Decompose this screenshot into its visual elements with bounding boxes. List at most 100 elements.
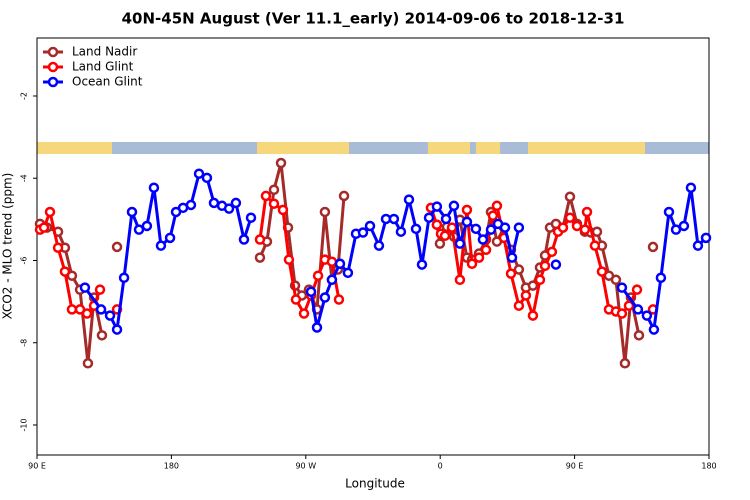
data-point xyxy=(193,168,205,179)
data-point xyxy=(610,274,622,286)
data-point xyxy=(133,224,145,235)
data-point xyxy=(59,266,71,277)
data-point xyxy=(431,201,443,212)
data-point xyxy=(148,182,160,193)
y-tick-label: -8 xyxy=(20,339,29,347)
chart-title: 40N-45N August (Ver 11.1_early) 2014-09-… xyxy=(122,10,625,28)
data-point xyxy=(38,222,50,233)
data-point xyxy=(466,258,478,270)
data-point xyxy=(388,213,400,225)
data-point xyxy=(564,191,576,202)
data-point xyxy=(326,256,338,267)
data-point xyxy=(111,324,123,335)
plot-frame xyxy=(36,37,710,456)
x-tick-label: 90 W xyxy=(295,462,316,471)
data-point xyxy=(326,274,338,286)
data-point xyxy=(550,259,562,270)
data-point xyxy=(82,358,94,369)
legend-marker xyxy=(47,76,59,88)
data-point xyxy=(254,252,266,263)
data-point xyxy=(616,308,628,319)
data-point xyxy=(448,200,460,212)
data-point xyxy=(434,238,446,249)
data-point xyxy=(126,206,138,218)
data-point xyxy=(473,252,485,263)
data-point xyxy=(185,199,197,211)
data-point xyxy=(155,240,167,251)
data-point xyxy=(678,220,690,232)
data-point xyxy=(670,224,682,235)
land-strip xyxy=(476,142,500,154)
x-tick-label: 90 E xyxy=(28,462,46,471)
data-point xyxy=(333,294,345,305)
data-point xyxy=(373,240,385,251)
data-point xyxy=(700,232,712,244)
series xyxy=(79,168,712,335)
data-point xyxy=(298,308,310,319)
data-point xyxy=(571,220,583,232)
legend-label: Land Nadir xyxy=(72,45,137,59)
data-point xyxy=(623,300,635,311)
land-strip xyxy=(37,142,112,154)
data-point xyxy=(283,254,295,265)
x-tick-label: 180 xyxy=(164,462,179,471)
data-point xyxy=(223,203,235,214)
data-point xyxy=(480,244,492,256)
data-point xyxy=(619,358,631,369)
data-point xyxy=(539,260,551,272)
data-point xyxy=(208,197,220,209)
data-point xyxy=(513,222,525,233)
data-point xyxy=(446,222,458,233)
y-tick-label: -4 xyxy=(20,174,29,182)
data-point xyxy=(513,264,525,275)
series xyxy=(34,190,659,321)
data-point xyxy=(254,234,266,245)
data-point xyxy=(141,220,153,232)
data-point xyxy=(275,157,287,169)
data-point xyxy=(311,322,323,333)
data-point xyxy=(238,234,250,245)
data-point xyxy=(305,286,317,297)
data-point xyxy=(470,223,482,235)
data-point xyxy=(647,241,659,253)
data-point xyxy=(477,234,489,245)
data-point xyxy=(616,282,628,293)
legend-label: Ocean Glint xyxy=(72,75,143,89)
data-point xyxy=(534,274,546,286)
data-point xyxy=(290,294,302,305)
data-point xyxy=(499,222,511,233)
data-point xyxy=(527,310,539,321)
data-point xyxy=(118,272,130,284)
data-point xyxy=(505,268,517,279)
x-tick-label: 180 xyxy=(701,462,716,471)
data-point xyxy=(79,282,91,293)
data-point xyxy=(95,304,107,315)
data-point xyxy=(268,184,280,195)
data-point xyxy=(423,212,435,223)
data-point xyxy=(395,226,407,237)
y-tick-label: -10 xyxy=(20,418,29,431)
x-tick-label: 90 E xyxy=(566,462,584,471)
data-point xyxy=(631,284,643,295)
data-point xyxy=(44,206,56,218)
data-point xyxy=(487,210,499,221)
data-point xyxy=(201,172,213,184)
data-point xyxy=(440,213,452,225)
data-point xyxy=(632,304,644,315)
data-point xyxy=(596,266,608,277)
data-point xyxy=(81,308,93,319)
data-point xyxy=(581,206,593,218)
data-point xyxy=(277,204,289,216)
data-point xyxy=(268,198,280,209)
data-point xyxy=(319,206,331,218)
data-point xyxy=(506,252,518,263)
data-point xyxy=(357,227,369,238)
data-point xyxy=(685,182,697,193)
data-point xyxy=(546,246,558,258)
legend-label: Land Glint xyxy=(72,60,134,74)
data-point xyxy=(663,206,675,218)
data-point xyxy=(319,292,331,303)
data-point xyxy=(692,240,704,251)
